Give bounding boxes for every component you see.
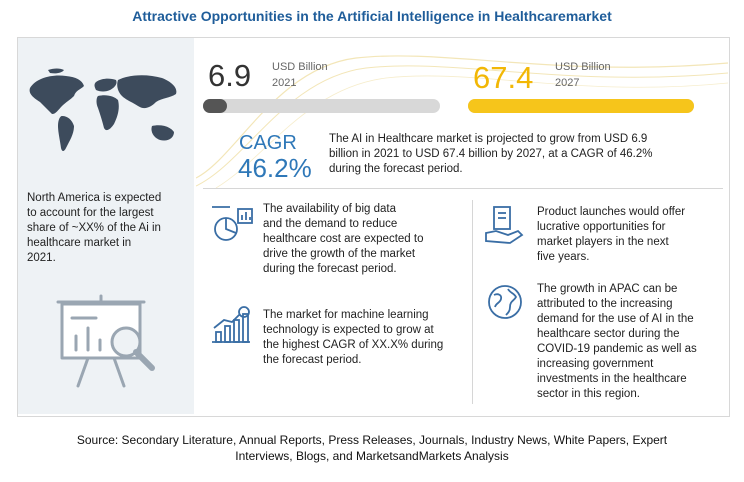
insight-line: The growth in APAC can be: [537, 283, 678, 295]
insight-line: investments in the healthcare: [537, 373, 687, 385]
insight-line: the forecast period.: [263, 354, 362, 366]
growth-chart-icon: [212, 306, 250, 343]
source-line: Source: Secondary Literature, Annual Rep…: [76, 433, 668, 447]
insight-line: the highest CAGR of XX.X% during: [263, 339, 444, 351]
insight-line: attributed to the increasing: [537, 298, 673, 310]
insight-line: healthcare cost are expected to: [263, 233, 424, 245]
insight-line: demand for the use of AI in the: [537, 313, 694, 325]
value-2027: 67.4: [473, 60, 534, 95]
presentation-board-icon: [56, 294, 155, 388]
globe-icon: [488, 285, 522, 319]
page-title: Attractive Opportunities in the Artifici…: [132, 8, 612, 24]
insight-line: drive the growth of the market: [263, 248, 416, 260]
source-line: Interviews, Blogs, and MarketsandMarkets…: [235, 449, 509, 463]
divider: [472, 200, 473, 404]
summary-line: during the forecast period.: [329, 163, 463, 175]
progress-track-2021: [203, 99, 440, 113]
divider: [203, 188, 723, 189]
insight-line: market players in the next: [537, 236, 669, 248]
unit-2021: USD Billion: [272, 61, 328, 73]
insight-line: sector in this region.: [537, 388, 640, 400]
insight-line: and the demand to reduce: [263, 218, 398, 230]
insight-line: healthcare sector during the: [537, 328, 680, 340]
summary-line: billion in 2021 to USD 67.4 billion by 2…: [329, 148, 653, 160]
north-america-line: to account for the largest: [27, 207, 154, 219]
insight-line: Product launches would offer: [537, 206, 686, 218]
insight-line: lucrative opportunities for: [537, 221, 666, 233]
analytics-icon: [212, 206, 253, 241]
north-america-line: 2021.: [27, 252, 56, 264]
progress-fill-2021: [203, 99, 228, 113]
cagr-label: CAGR: [239, 132, 297, 154]
year-2027: 2027: [555, 77, 580, 89]
progress-fill-2027: [468, 99, 694, 113]
north-america-line: healthcare market in: [27, 237, 132, 249]
product-launch-icon: [485, 206, 524, 244]
decorative-swoosh: [196, 55, 728, 188]
insight-line: COVID-19 pandemic as well as: [537, 343, 697, 355]
unit-2027: USD Billion: [555, 61, 611, 73]
insight-line: five years.: [537, 251, 590, 263]
progress-track-2027: [468, 99, 694, 113]
insight-line: increasing government: [537, 358, 654, 370]
cagr-value: 46.2%: [238, 153, 312, 183]
value-2021: 6.9: [208, 58, 252, 93]
north-america-line: North America is expected: [27, 192, 162, 204]
north-america-line: share of ~XX% of the Ai in: [27, 222, 161, 234]
insight-line: The availability of big data: [263, 203, 396, 215]
insight-line: during the forecast period.: [263, 263, 397, 275]
insight-line: The market for machine learning: [263, 309, 429, 321]
insight-line: technology is expected to grow at: [263, 324, 434, 336]
summary-line: The AI in Healthcare market is projected…: [329, 133, 648, 145]
world-map-icon: [29, 68, 177, 151]
year-2021: 2021: [272, 77, 297, 89]
